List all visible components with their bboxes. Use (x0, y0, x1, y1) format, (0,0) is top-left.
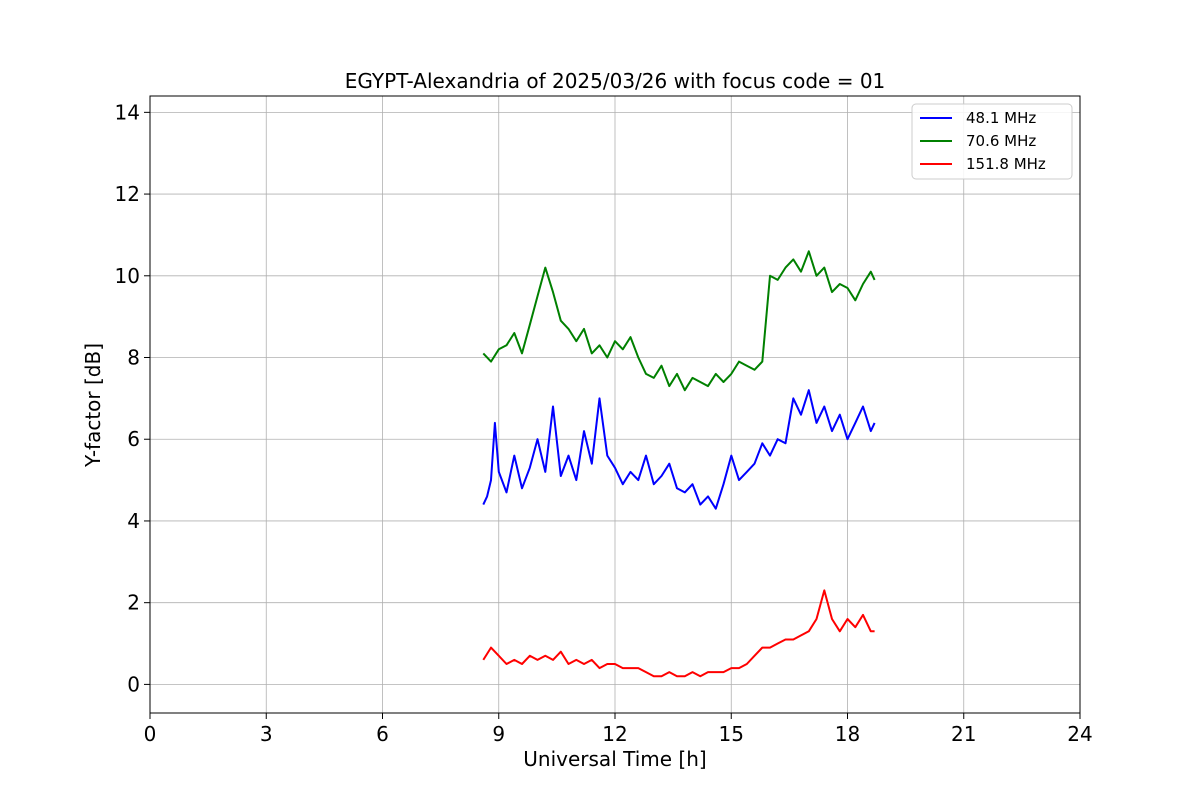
y-tick-label: 0 (127, 672, 140, 696)
series-line-48-1-mhz (482, 389, 876, 510)
series-line-70-6-mhz (482, 250, 876, 392)
x-tick-label: 9 (492, 722, 505, 746)
series-layer (482, 250, 876, 678)
x-tick-label: 21 (951, 722, 976, 746)
x-tick-label: 15 (719, 722, 744, 746)
legend-label-48-1-mhz: 48.1 MHz (966, 109, 1036, 127)
y-tick-label: 10 (115, 264, 140, 288)
chart-title: EGYPT-Alexandria of 2025/03/26 with focu… (345, 69, 886, 93)
x-tick-label: 0 (144, 722, 157, 746)
y-tick-label: 4 (127, 509, 140, 533)
legend: 48.1 MHz 70.6 MHz 151.8 MHz (911, 103, 1073, 180)
y-axis: 0 2 4 6 8 10 12 14 (115, 100, 150, 696)
y-tick-label: 12 (115, 182, 140, 206)
legend-label-70-6-mhz: 70.6 MHz (966, 132, 1036, 150)
y-tick-label: 8 (127, 346, 140, 370)
legend-label-151-8-mhz: 151.8 MHz (966, 155, 1046, 173)
x-tick-label: 3 (260, 722, 273, 746)
x-tick-label: 12 (602, 722, 627, 746)
legend-box (911, 103, 1073, 180)
series-line-151-8-mhz (482, 589, 875, 678)
x-axis-label: Universal Time [h] (523, 747, 706, 771)
y-axis-label: Y-factor [dB] (81, 343, 105, 468)
x-axis: 0 3 6 9 12 15 18 21 24 (144, 713, 1093, 746)
y-tick-label: 2 (127, 591, 140, 615)
y-tick-label: 6 (127, 427, 140, 451)
x-tick-label: 18 (835, 722, 860, 746)
x-tick-label: 24 (1067, 722, 1092, 746)
x-tick-label: 6 (376, 722, 389, 746)
y-tick-label: 14 (115, 100, 140, 124)
